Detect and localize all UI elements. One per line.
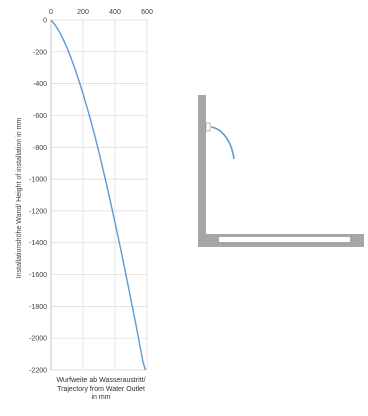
y-tick-label: -600: [33, 113, 47, 120]
x-axis-label-line-1: Wurfweite ab Wasseraustritt/: [56, 377, 146, 384]
y-tick-label: -200: [33, 49, 47, 56]
x-tick-label: 200: [77, 9, 89, 16]
y-tick-label: -2200: [29, 368, 47, 375]
y-tick-label: -1400: [29, 240, 47, 247]
water-outlet: [205, 122, 211, 132]
grid-lines: [50, 19, 148, 371]
y-tick-label: 0: [43, 18, 47, 25]
y-tick-label: -2000: [29, 336, 47, 343]
wall: [198, 95, 206, 247]
y-tick-label: -1600: [29, 272, 47, 279]
y-tick-label: -1800: [29, 304, 47, 311]
trajectory-line: [50, 19, 147, 371]
x-axis-ticks: 0 200 400 600: [49, 9, 153, 16]
spray-arc: [210, 126, 235, 160]
x-tick-label: 400: [109, 9, 121, 16]
shower-tray: [219, 237, 350, 242]
y-axis-label: Installationshöhe Wand/ Height of instal…: [16, 118, 23, 279]
installation-diagram: [198, 95, 364, 247]
y-tick-label: -1000: [29, 177, 47, 184]
x-tick-label: 0: [49, 9, 53, 16]
y-axis-ticks: 0 -200 -400 -600 -800 -1000 -1200 -1400 -1600 -18…: [29, 18, 47, 375]
y-tick-label: -800: [33, 145, 47, 152]
x-axis-label-line-3: in mm: [91, 394, 111, 401]
x-tick-label: 600: [141, 9, 153, 16]
x-axis-label: Wurfweite ab Wasseraustritt/ Trajectory …: [38, 377, 164, 403]
y-tick-label: -1200: [29, 208, 47, 215]
x-axis-label-line-2: Trajectory from Water Outlet: [57, 385, 145, 393]
y-tick-label: -400: [33, 81, 47, 88]
